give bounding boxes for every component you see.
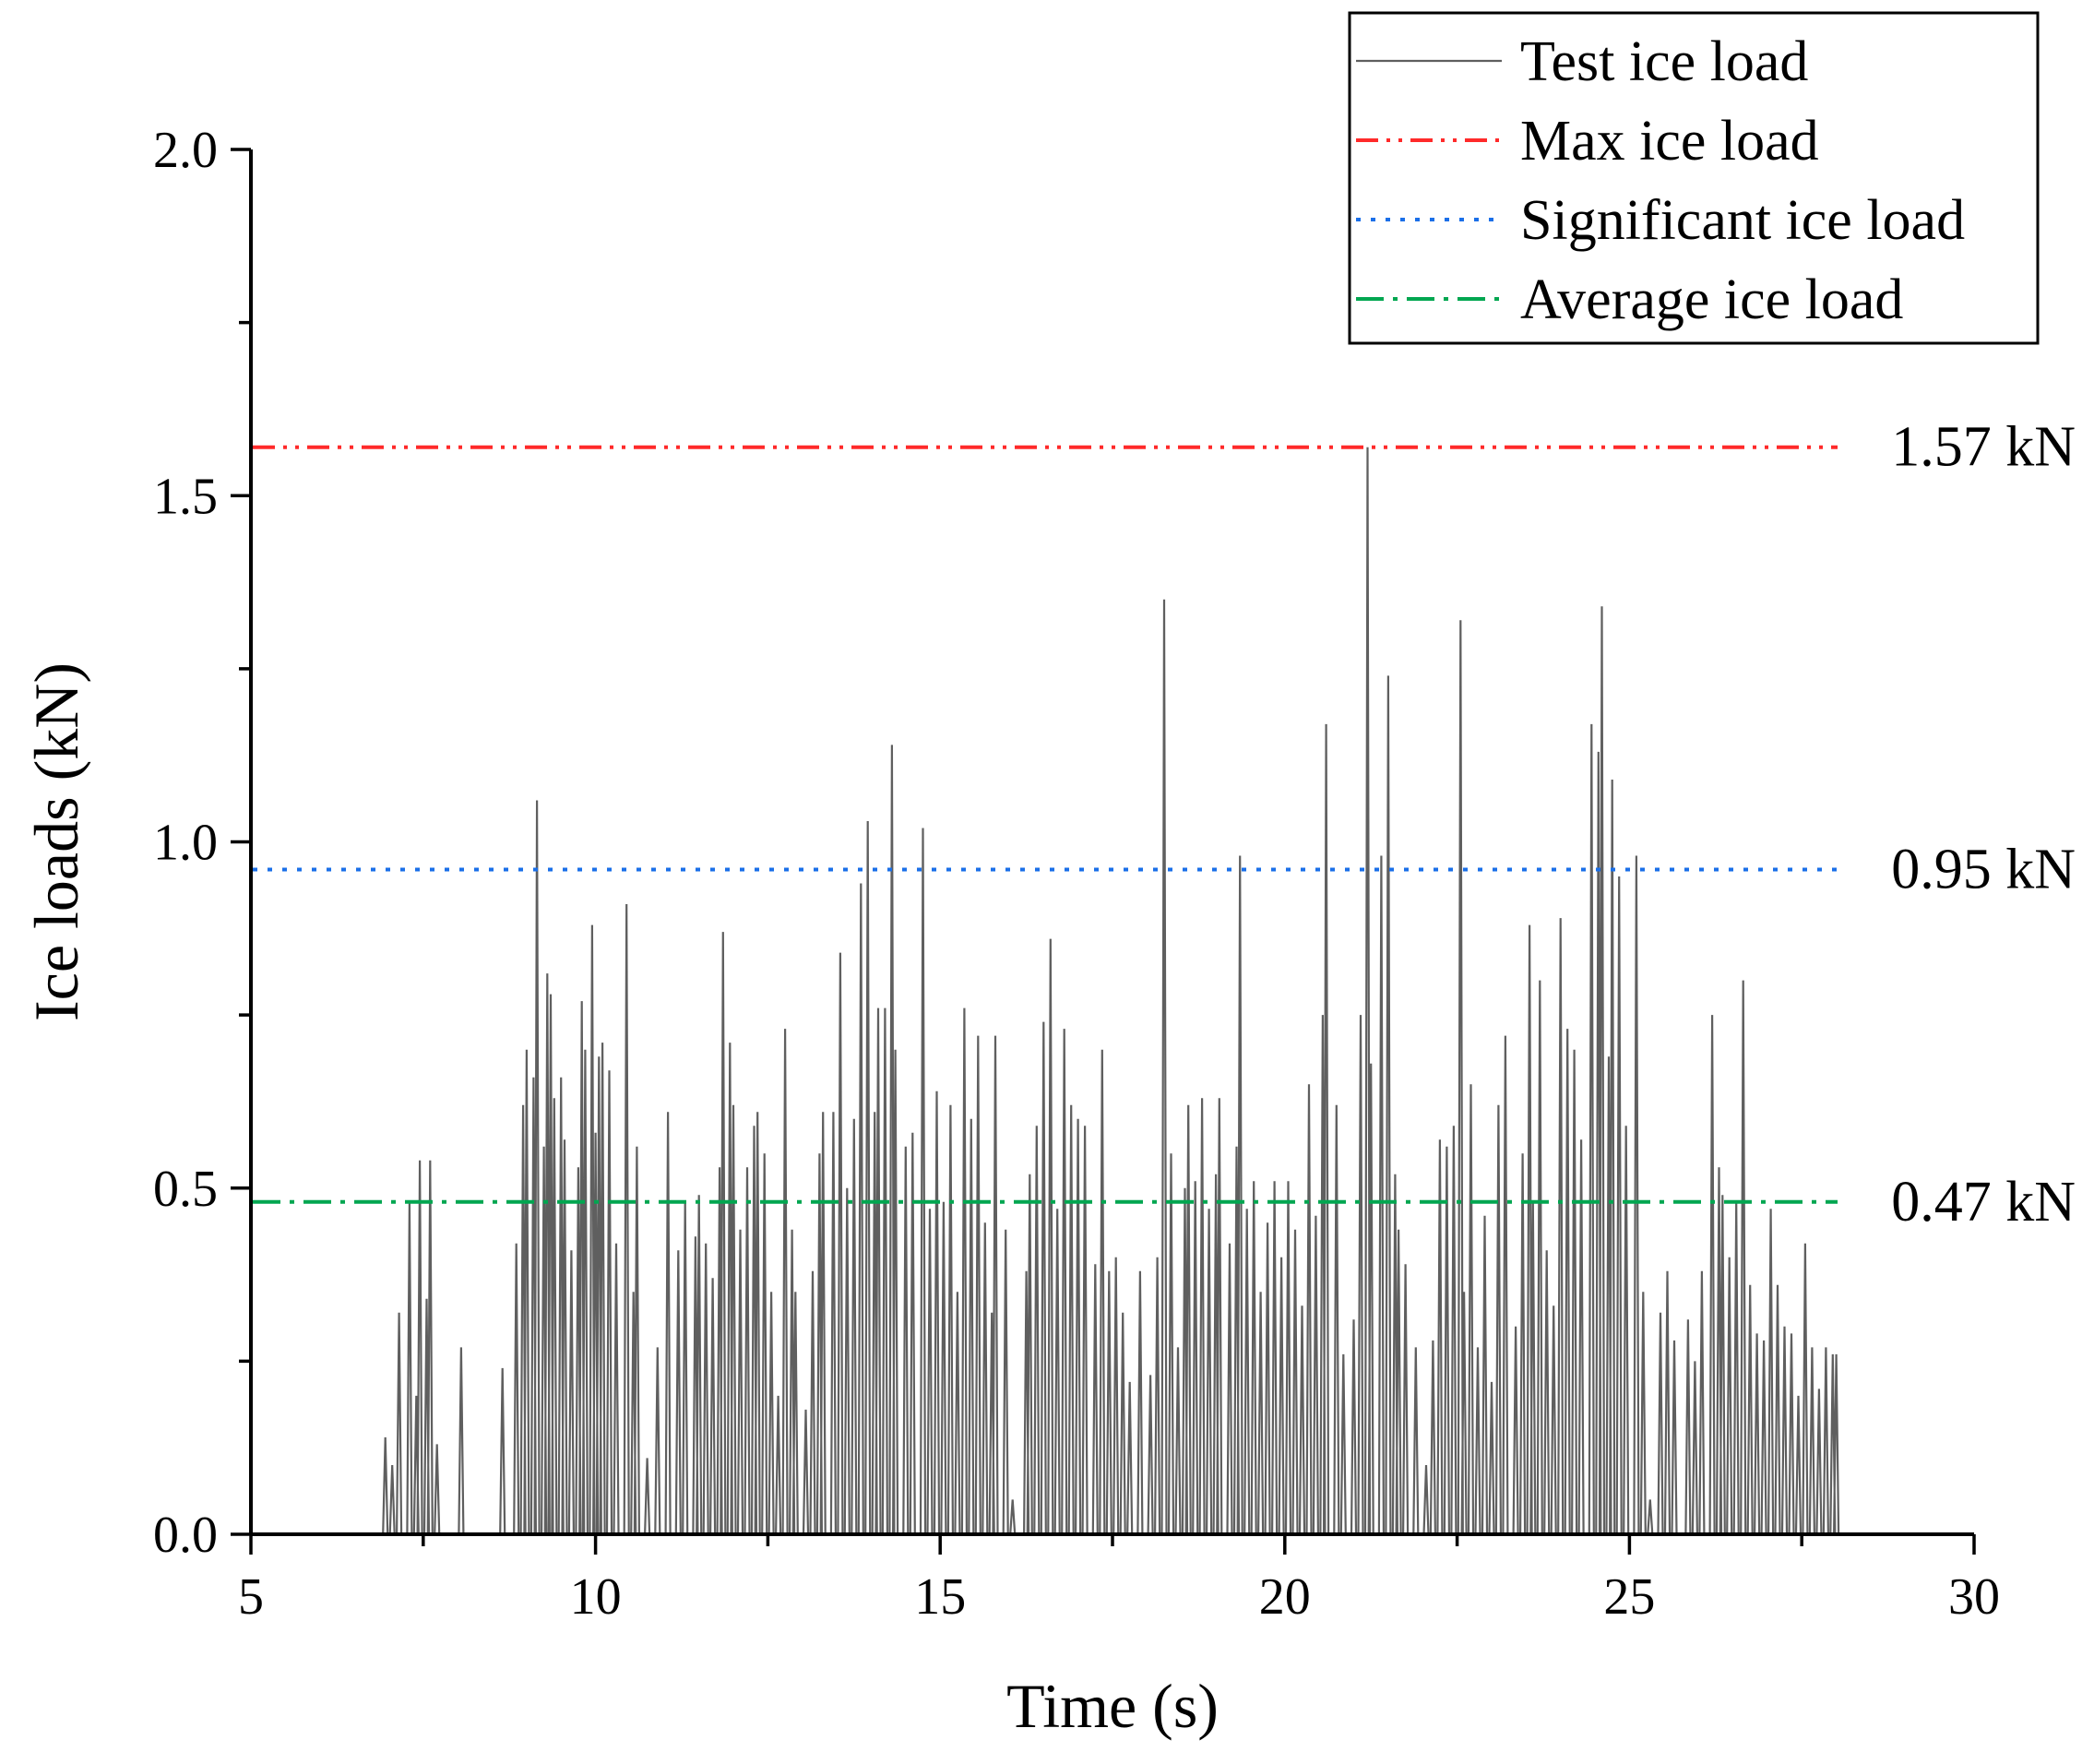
- axes-layer: 5 10 15 20 25 30 0.0 0.5 1.0 1.5 2.0 Time (s) Ice lo…: [21, 122, 2000, 1741]
- x-tick-label: 15: [914, 1568, 966, 1626]
- x-tick-label: 30: [1948, 1568, 2000, 1626]
- max-ice-load-value-label: 1.57 kN: [1891, 416, 2076, 479]
- x-axis-title: Time (s): [1006, 1671, 1219, 1741]
- significant-ice-load-value-label: 0.95 kN: [1891, 839, 2076, 901]
- y-axis-title: Ice loads (kN): [21, 662, 91, 1021]
- y-tick-label: 1.0: [153, 815, 218, 872]
- y-tick-label: 0.5: [153, 1161, 218, 1218]
- x-tick-label: 10: [570, 1568, 622, 1626]
- reference-lines-layer: 1.57 kN 0.95 kN 0.47 kN: [253, 416, 2076, 1234]
- x-tick-label: 25: [1603, 1568, 1655, 1626]
- x-tick-label: 20: [1259, 1568, 1311, 1626]
- y-tick-label: 0.0: [153, 1507, 218, 1564]
- legend-label-average-ice-load: Average ice load: [1520, 268, 1903, 331]
- legend-label-max-ice-load: Max ice load: [1520, 110, 1819, 173]
- legend-label-test-ice-load: Test ice load: [1520, 30, 1808, 93]
- average-ice-load-value-label: 0.47 kN: [1891, 1171, 2076, 1234]
- x-tick-label: 5: [238, 1568, 264, 1626]
- y-tick-label: 2.0: [153, 122, 218, 179]
- test-ice-load-line: [382, 447, 1843, 1536]
- y-tick-label: 1.5: [153, 468, 218, 525]
- legend-box: [1348, 11, 2040, 345]
- legend: Test ice load Max ice load Significant ice…: [1348, 11, 2040, 345]
- series-layer: [382, 447, 1843, 1536]
- legend-label-significant-ice-load: Significant ice load: [1520, 189, 1965, 252]
